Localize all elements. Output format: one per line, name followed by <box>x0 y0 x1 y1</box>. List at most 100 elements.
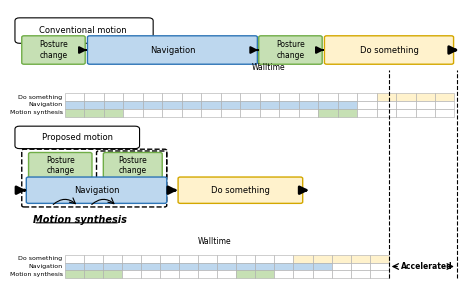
Text: Posture
change: Posture change <box>46 156 74 175</box>
Bar <box>357 109 376 117</box>
Bar <box>240 93 260 101</box>
Bar <box>141 255 160 263</box>
Bar <box>332 270 351 278</box>
Bar <box>240 109 260 117</box>
Bar <box>237 255 255 263</box>
Bar <box>84 270 103 278</box>
Bar <box>376 93 396 101</box>
Bar <box>274 270 293 278</box>
Bar <box>123 109 143 117</box>
Text: Walltime: Walltime <box>198 237 231 246</box>
Bar <box>312 255 332 263</box>
Bar <box>217 255 237 263</box>
Bar <box>143 109 162 117</box>
Text: Navigation: Navigation <box>150 46 195 55</box>
Text: Do something: Do something <box>360 46 419 55</box>
Bar <box>221 109 240 117</box>
Bar <box>337 109 357 117</box>
Bar <box>217 270 237 278</box>
Bar <box>357 101 376 109</box>
Bar <box>103 263 122 270</box>
Bar <box>274 255 293 263</box>
FancyBboxPatch shape <box>259 36 322 64</box>
Bar <box>279 109 299 117</box>
Bar <box>123 93 143 101</box>
Bar <box>182 101 201 109</box>
Bar <box>279 93 299 101</box>
Bar <box>221 101 240 109</box>
Text: Navigation: Navigation <box>74 186 119 195</box>
Bar <box>84 109 104 117</box>
Bar <box>65 255 84 263</box>
Bar <box>104 93 123 101</box>
Bar <box>122 263 141 270</box>
Bar <box>299 109 318 117</box>
Bar <box>217 263 237 270</box>
Bar <box>84 101 104 109</box>
FancyBboxPatch shape <box>103 153 162 178</box>
Bar <box>376 101 396 109</box>
Bar <box>416 101 435 109</box>
Text: Walltime: Walltime <box>252 63 285 72</box>
Bar <box>396 101 416 109</box>
Bar <box>182 109 201 117</box>
Bar <box>337 101 357 109</box>
Bar <box>162 93 182 101</box>
Bar <box>318 109 337 117</box>
Bar <box>370 263 389 270</box>
Bar <box>279 101 299 109</box>
Bar <box>160 270 179 278</box>
Bar <box>162 101 182 109</box>
Bar <box>198 263 217 270</box>
Bar <box>104 101 123 109</box>
Bar <box>182 93 201 101</box>
Bar <box>221 93 240 101</box>
Bar <box>65 270 84 278</box>
Bar <box>160 263 179 270</box>
Bar <box>293 255 312 263</box>
Bar <box>103 270 122 278</box>
FancyBboxPatch shape <box>22 36 85 64</box>
Bar <box>84 263 103 270</box>
Bar <box>237 263 255 270</box>
Bar <box>351 270 370 278</box>
Bar <box>370 270 389 278</box>
Bar <box>318 101 337 109</box>
Bar <box>332 263 351 270</box>
FancyBboxPatch shape <box>15 126 139 149</box>
Text: Navigation: Navigation <box>28 102 63 108</box>
Bar <box>201 109 221 117</box>
Bar <box>141 270 160 278</box>
FancyBboxPatch shape <box>15 18 153 43</box>
Text: Motion synthesis: Motion synthesis <box>9 110 63 115</box>
Bar <box>274 263 293 270</box>
Bar <box>179 255 198 263</box>
Text: Navigation: Navigation <box>28 264 63 269</box>
Bar <box>201 101 221 109</box>
Text: Accelerated: Accelerated <box>401 262 453 271</box>
Bar <box>255 270 274 278</box>
Bar <box>293 263 312 270</box>
FancyBboxPatch shape <box>28 153 92 178</box>
Bar <box>84 93 104 101</box>
Text: Motion synthesis: Motion synthesis <box>9 272 63 277</box>
FancyBboxPatch shape <box>88 36 257 64</box>
FancyBboxPatch shape <box>26 177 167 203</box>
Bar <box>351 263 370 270</box>
Bar <box>162 109 182 117</box>
Bar <box>435 101 455 109</box>
Bar <box>337 93 357 101</box>
Bar <box>255 263 274 270</box>
Bar <box>435 93 455 101</box>
Bar <box>198 270 217 278</box>
Bar <box>312 263 332 270</box>
Bar <box>160 255 179 263</box>
Bar <box>179 270 198 278</box>
Bar <box>332 255 351 263</box>
Bar <box>237 270 255 278</box>
Bar <box>103 255 122 263</box>
Text: Motion synthesis: Motion synthesis <box>33 215 127 225</box>
Bar <box>143 93 162 101</box>
Text: Proposed motion: Proposed motion <box>42 133 112 142</box>
Bar <box>357 93 376 101</box>
